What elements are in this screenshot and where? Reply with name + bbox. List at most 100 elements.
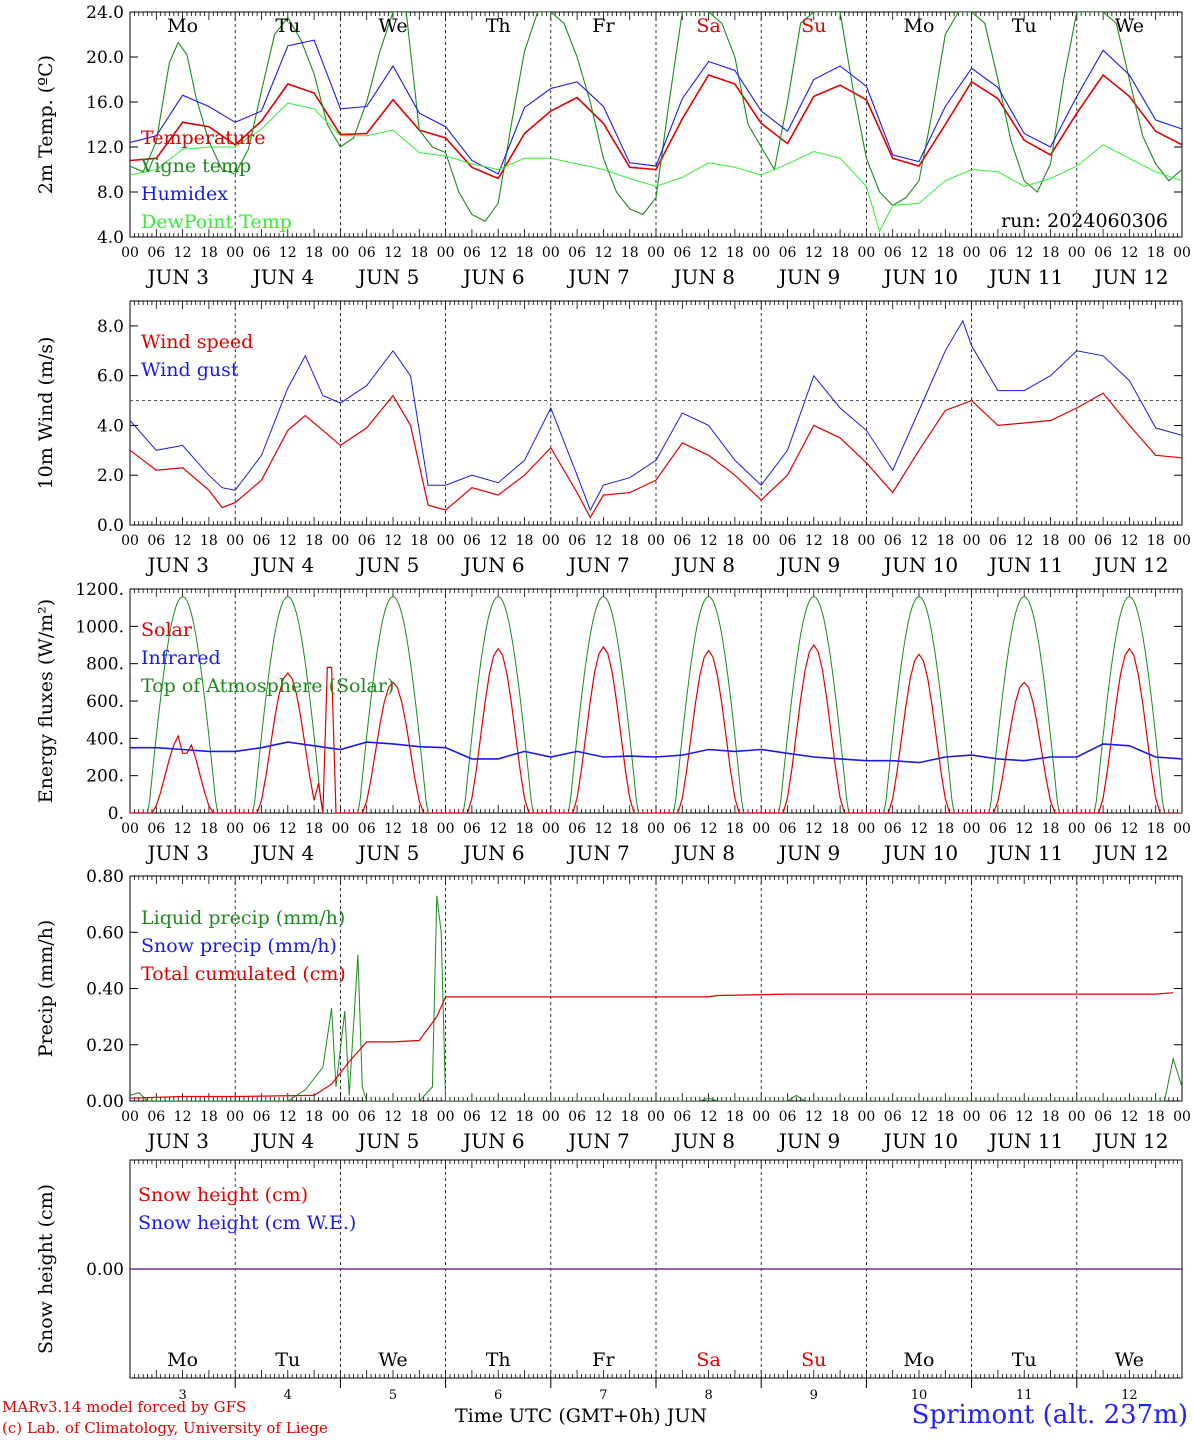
legend-entry: Snow height (cm) — [138, 1184, 308, 1206]
hour-tick-label: 12 — [489, 533, 507, 549]
y-axis-title: Energy fluxes (W/m²) — [35, 599, 57, 803]
hour-tick-label: 12 — [700, 1109, 718, 1125]
day-name-label: Tu — [1012, 15, 1037, 37]
hour-tick-label: 00 — [1173, 533, 1191, 549]
legend-entry: Total cumulated (cm) — [141, 963, 346, 985]
hour-tick-label: 18 — [305, 533, 323, 549]
day-number-label: 11 — [1016, 1388, 1033, 1403]
hour-tick-label: 18 — [1147, 245, 1165, 261]
hour-tick-label: 18 — [621, 533, 639, 549]
hour-tick-label: 00 — [1173, 821, 1191, 837]
hour-tick-label: 18 — [726, 533, 744, 549]
hour-tick-label: 06 — [147, 1109, 165, 1125]
hour-tick-label: 12 — [279, 533, 297, 549]
y-tick-label: 0.00 — [86, 1092, 124, 1112]
legend-entry: Wind gust — [141, 359, 239, 381]
hour-tick-label: 18 — [726, 1109, 744, 1125]
hour-tick-label: 06 — [1094, 245, 1112, 261]
day-number-label: 5 — [389, 1388, 397, 1403]
hour-tick-label: 00 — [857, 533, 875, 549]
series-line — [130, 643, 1178, 813]
hour-tick-label: 12 — [384, 821, 402, 837]
hour-tick-label: 00 — [437, 821, 455, 837]
hour-tick-label: 00 — [963, 533, 981, 549]
hour-tick-label: 18 — [200, 245, 218, 261]
date-label: JUN 7 — [566, 1129, 629, 1153]
hour-tick-label: 18 — [1042, 1109, 1060, 1125]
hour-tick-label: 12 — [384, 245, 402, 261]
date-label: JUN 4 — [251, 265, 314, 289]
hour-tick-label: 12 — [174, 821, 192, 837]
hour-tick-label: 06 — [253, 533, 271, 549]
hour-tick-label: 18 — [936, 245, 954, 261]
hour-tick-label: 18 — [305, 1109, 323, 1125]
day-number-label: 3 — [178, 1388, 186, 1403]
hour-tick-label: 12 — [174, 533, 192, 549]
hour-tick-label: 12 — [1015, 245, 1033, 261]
hour-tick-label: 00 — [963, 821, 981, 837]
day-name-label: Tu — [1012, 1349, 1037, 1371]
hour-tick-label: 12 — [700, 245, 718, 261]
date-label: JUN 9 — [777, 265, 840, 289]
legend-entry: Solar — [141, 619, 193, 641]
day-name-label: Th — [486, 1349, 511, 1371]
date-label: JUN 11 — [987, 841, 1063, 865]
hour-tick-label: 12 — [805, 245, 823, 261]
y-tick-label: 0.60 — [86, 923, 124, 943]
hour-tick-label: 06 — [358, 533, 376, 549]
hour-tick-label: 06 — [358, 1109, 376, 1125]
hour-tick-label: 06 — [779, 245, 797, 261]
legend-entry: Top of Atmosphere (Solar) — [141, 675, 394, 697]
hour-tick-label: 06 — [884, 245, 902, 261]
hour-tick-label: 18 — [200, 533, 218, 549]
hour-tick-label: 12 — [910, 533, 928, 549]
series-line — [130, 392, 1182, 519]
date-label: JUN 12 — [1092, 265, 1168, 289]
hour-tick-label: 00 — [1068, 533, 1086, 549]
day-name-label: Su — [801, 1349, 826, 1371]
hour-tick-label: 06 — [779, 821, 797, 837]
hour-tick-label: 12 — [384, 1109, 402, 1125]
hour-tick-label: 06 — [673, 245, 691, 261]
hour-tick-label: 18 — [831, 1109, 849, 1125]
x-axis-title: Time UTC (GMT+0h) JUN — [455, 1405, 707, 1427]
y-tick-label: 200. — [86, 767, 124, 787]
y-tick-label: 8.0 — [97, 317, 124, 337]
hour-tick-label: 18 — [410, 821, 428, 837]
legend-entry: Infrared — [141, 647, 221, 669]
hour-tick-label: 18 — [1042, 533, 1060, 549]
hour-tick-label: 06 — [989, 245, 1007, 261]
day-name-label: Tu — [275, 15, 300, 37]
series-line — [130, 319, 1182, 512]
hour-tick-label: 00 — [647, 533, 665, 549]
hour-tick-label: 18 — [726, 245, 744, 261]
hour-tick-label: 00 — [542, 533, 560, 549]
series-line — [130, 12, 1182, 223]
day-name-label: We — [1115, 15, 1144, 37]
hour-tick-label: 06 — [673, 533, 691, 549]
date-label: JUN 9 — [777, 1129, 840, 1153]
hour-tick-label: 00 — [752, 533, 770, 549]
hour-tick-label: 18 — [516, 821, 534, 837]
lab-credit: (c) Lab. of Climatology, University of L… — [2, 1419, 328, 1437]
day-name-label: Mo — [904, 1349, 935, 1371]
y-tick-label: 20.0 — [86, 48, 124, 68]
hour-tick-label: 06 — [147, 245, 165, 261]
hour-tick-label: 18 — [305, 821, 323, 837]
hour-tick-label: 06 — [568, 1109, 586, 1125]
y-tick-label: 0. — [108, 804, 124, 824]
date-label: JUN 10 — [882, 841, 958, 865]
date-label: JUN 3 — [146, 841, 209, 865]
date-label: JUN 5 — [356, 1129, 419, 1153]
date-label: JUN 5 — [356, 553, 419, 577]
date-label: JUN 6 — [461, 553, 524, 577]
day-name-label: Mo — [167, 15, 198, 37]
hour-tick-label: 12 — [700, 821, 718, 837]
hour-tick-label: 00 — [226, 533, 244, 549]
hour-tick-label: 06 — [253, 821, 271, 837]
day-number-label: 7 — [599, 1388, 607, 1403]
hour-tick-label: 12 — [594, 1109, 612, 1125]
series-line — [130, 741, 1182, 764]
y-axis-title: Snow height (cm) — [35, 1184, 57, 1354]
